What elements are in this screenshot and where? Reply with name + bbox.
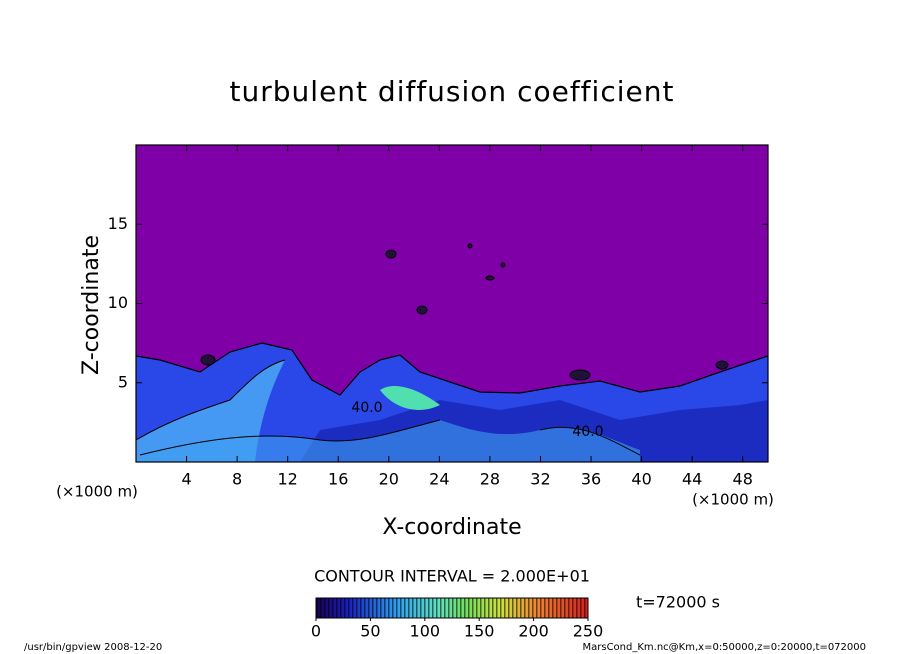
- colorbar-tick-label: 50: [360, 622, 380, 641]
- colorbar-tick-label: 150: [464, 622, 495, 641]
- x-tick-label: 32: [530, 470, 550, 489]
- contour-interval: CONTOUR INTERVAL = 2.000E+01: [314, 567, 590, 586]
- x-tick-label: 8: [232, 470, 242, 489]
- x-tick-label: 20: [379, 470, 399, 489]
- colorbar-tick-label: 100: [410, 622, 441, 641]
- x-tick-label: 4: [181, 470, 191, 489]
- colorbar-stripes: [316, 598, 588, 618]
- x-axis-label: X-coordinate: [382, 515, 521, 540]
- x-tick-label: 48: [733, 470, 753, 489]
- contour-label: 40.0: [572, 424, 603, 440]
- colorbar-frame: [315, 597, 589, 619]
- x-tick-label: 12: [278, 470, 298, 489]
- contour-label: 40.0: [351, 400, 382, 416]
- time-label: t=72000 s: [636, 593, 720, 612]
- footer-right: MarsCond_Km.nc@Km,x=0:50000,z=0:20000,t=…: [583, 642, 867, 653]
- x-tick-label: 40: [631, 470, 651, 489]
- footer-left: /usr/bin/gpview 2008-12-20: [24, 642, 162, 653]
- colorbar-tick-label: 250: [573, 622, 604, 641]
- chart-title: turbulent diffusion coefficient: [230, 75, 675, 108]
- x-tick-label: 44: [682, 470, 702, 489]
- y-axis-label: Z-coordinate: [79, 235, 104, 375]
- colorbar-tick-label: 200: [518, 622, 549, 641]
- colorbar-tick-label: 0: [311, 622, 321, 641]
- x-tick-label: 16: [328, 470, 348, 489]
- y-tick-label: 5: [118, 372, 128, 391]
- x-unit-label: (×1000 m): [692, 491, 774, 509]
- x-tick-label: 28: [480, 470, 500, 489]
- contour-field: [136, 145, 768, 462]
- x-tick-label: 24: [429, 470, 449, 489]
- y-tick-label: 10: [108, 293, 128, 312]
- x-unit-label: (×1000 m): [56, 483, 138, 501]
- y-tick-label: 15: [108, 214, 128, 233]
- x-tick-label: 36: [581, 470, 601, 489]
